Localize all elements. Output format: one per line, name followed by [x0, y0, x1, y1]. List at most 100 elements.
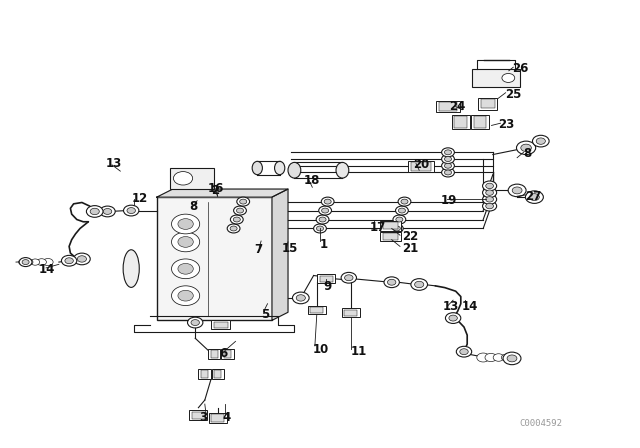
Circle shape — [485, 353, 497, 362]
Polygon shape — [272, 189, 288, 320]
Circle shape — [401, 199, 408, 204]
Bar — [170, 168, 214, 189]
Circle shape — [127, 207, 136, 214]
Text: 12: 12 — [131, 191, 147, 205]
Text: 7: 7 — [255, 243, 263, 257]
Bar — [310, 307, 323, 313]
Circle shape — [61, 255, 77, 266]
Bar — [211, 414, 224, 422]
Circle shape — [387, 279, 396, 285]
Circle shape — [445, 150, 452, 155]
Bar — [198, 369, 211, 379]
Circle shape — [525, 191, 543, 203]
Bar — [157, 197, 272, 320]
Circle shape — [442, 155, 454, 164]
Bar — [208, 349, 220, 359]
Circle shape — [322, 208, 329, 213]
Circle shape — [393, 215, 406, 224]
Bar — [411, 162, 431, 171]
Circle shape — [172, 214, 200, 234]
Text: 14: 14 — [38, 263, 55, 276]
Circle shape — [486, 183, 493, 189]
Text: 8: 8 — [189, 200, 197, 214]
Text: 9: 9 — [323, 280, 332, 293]
Ellipse shape — [123, 250, 140, 288]
Circle shape — [396, 217, 403, 222]
Circle shape — [103, 208, 112, 215]
Circle shape — [493, 354, 504, 361]
Bar — [342, 308, 360, 317]
Text: 24: 24 — [449, 100, 466, 113]
Circle shape — [521, 144, 531, 151]
Text: 23: 23 — [498, 118, 514, 131]
Text: 16: 16 — [208, 181, 225, 195]
Circle shape — [449, 315, 458, 321]
Circle shape — [398, 208, 406, 213]
Text: 25: 25 — [506, 87, 522, 101]
Text: 1: 1 — [320, 237, 328, 251]
Circle shape — [77, 256, 86, 262]
Circle shape — [172, 232, 200, 252]
Circle shape — [508, 184, 526, 197]
Circle shape — [37, 259, 46, 266]
Circle shape — [178, 263, 193, 274]
Circle shape — [456, 346, 472, 357]
Text: C0004592: C0004592 — [519, 419, 563, 428]
Circle shape — [483, 181, 497, 191]
Bar — [211, 350, 218, 358]
Bar — [439, 102, 457, 111]
Circle shape — [239, 199, 247, 204]
Text: 18: 18 — [304, 173, 321, 187]
Circle shape — [237, 197, 250, 206]
Circle shape — [230, 226, 237, 231]
Circle shape — [503, 352, 521, 365]
Ellipse shape — [275, 161, 285, 175]
Circle shape — [483, 194, 497, 204]
Bar — [189, 410, 207, 420]
Circle shape — [172, 286, 200, 306]
Bar — [320, 276, 333, 282]
Circle shape — [507, 355, 517, 362]
Text: 8: 8 — [524, 146, 532, 160]
Bar — [408, 161, 434, 172]
Circle shape — [486, 197, 493, 202]
Text: 22: 22 — [402, 230, 418, 243]
Circle shape — [178, 219, 193, 229]
Circle shape — [486, 203, 493, 209]
Circle shape — [237, 208, 244, 213]
Circle shape — [86, 206, 103, 217]
Circle shape — [234, 217, 241, 222]
Text: 19: 19 — [440, 194, 457, 207]
Circle shape — [384, 277, 399, 288]
Bar — [224, 350, 231, 358]
Circle shape — [460, 349, 468, 355]
Circle shape — [319, 206, 332, 215]
Bar — [471, 115, 489, 129]
Circle shape — [396, 206, 408, 215]
Circle shape — [230, 215, 243, 224]
Text: 13: 13 — [443, 300, 459, 314]
Circle shape — [172, 259, 200, 279]
Circle shape — [529, 194, 540, 201]
Circle shape — [43, 258, 53, 266]
Text: 15: 15 — [282, 242, 298, 255]
Bar — [192, 412, 205, 419]
Circle shape — [398, 197, 411, 206]
Circle shape — [390, 224, 403, 233]
Circle shape — [344, 275, 353, 281]
Bar — [452, 115, 470, 129]
Circle shape — [22, 260, 29, 264]
Text: 14: 14 — [462, 300, 479, 314]
Circle shape — [227, 224, 240, 233]
Circle shape — [314, 224, 326, 233]
Bar — [209, 413, 227, 423]
Bar — [454, 116, 467, 128]
Circle shape — [178, 290, 193, 301]
Circle shape — [501, 354, 511, 361]
Text: 26: 26 — [512, 61, 529, 75]
Circle shape — [341, 272, 356, 283]
Circle shape — [319, 217, 326, 222]
Bar — [436, 101, 460, 112]
Bar — [212, 369, 224, 379]
Circle shape — [445, 156, 452, 161]
